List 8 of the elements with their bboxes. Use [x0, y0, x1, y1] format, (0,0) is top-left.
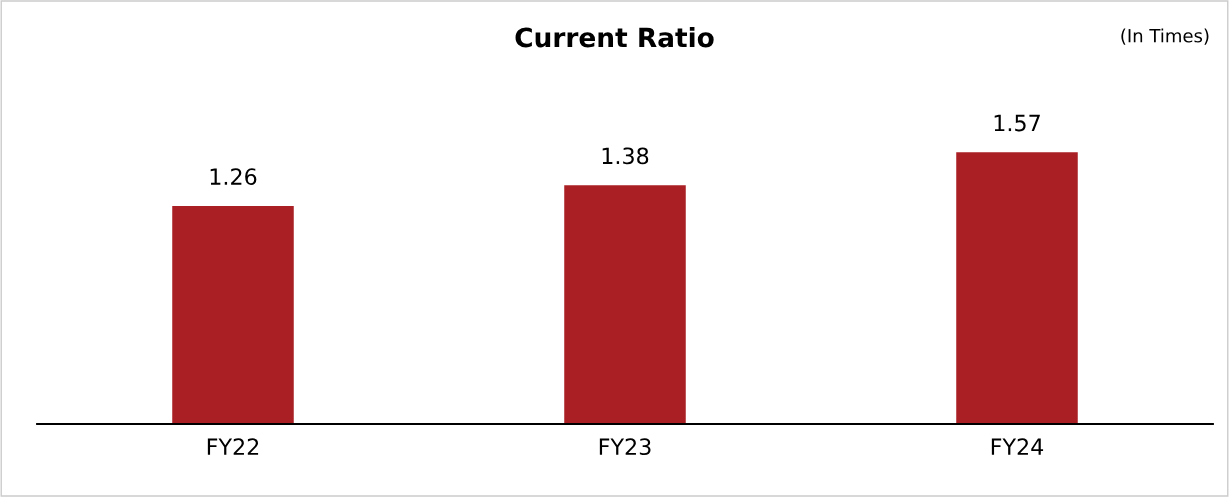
- data-label: 1.26: [210, 168, 257, 186]
- x-tick-label: FY24: [991, 438, 1044, 455]
- data-label: 1.38: [602, 147, 649, 165]
- chart-title: Current Ratio: [515, 26, 714, 48]
- x-tick-label: FY22: [207, 438, 259, 455]
- x-tick-label: FY23: [599, 438, 651, 456]
- text: (In Times): [1121, 28, 1209, 45]
- data-label: 1.57: [994, 114, 1040, 132]
